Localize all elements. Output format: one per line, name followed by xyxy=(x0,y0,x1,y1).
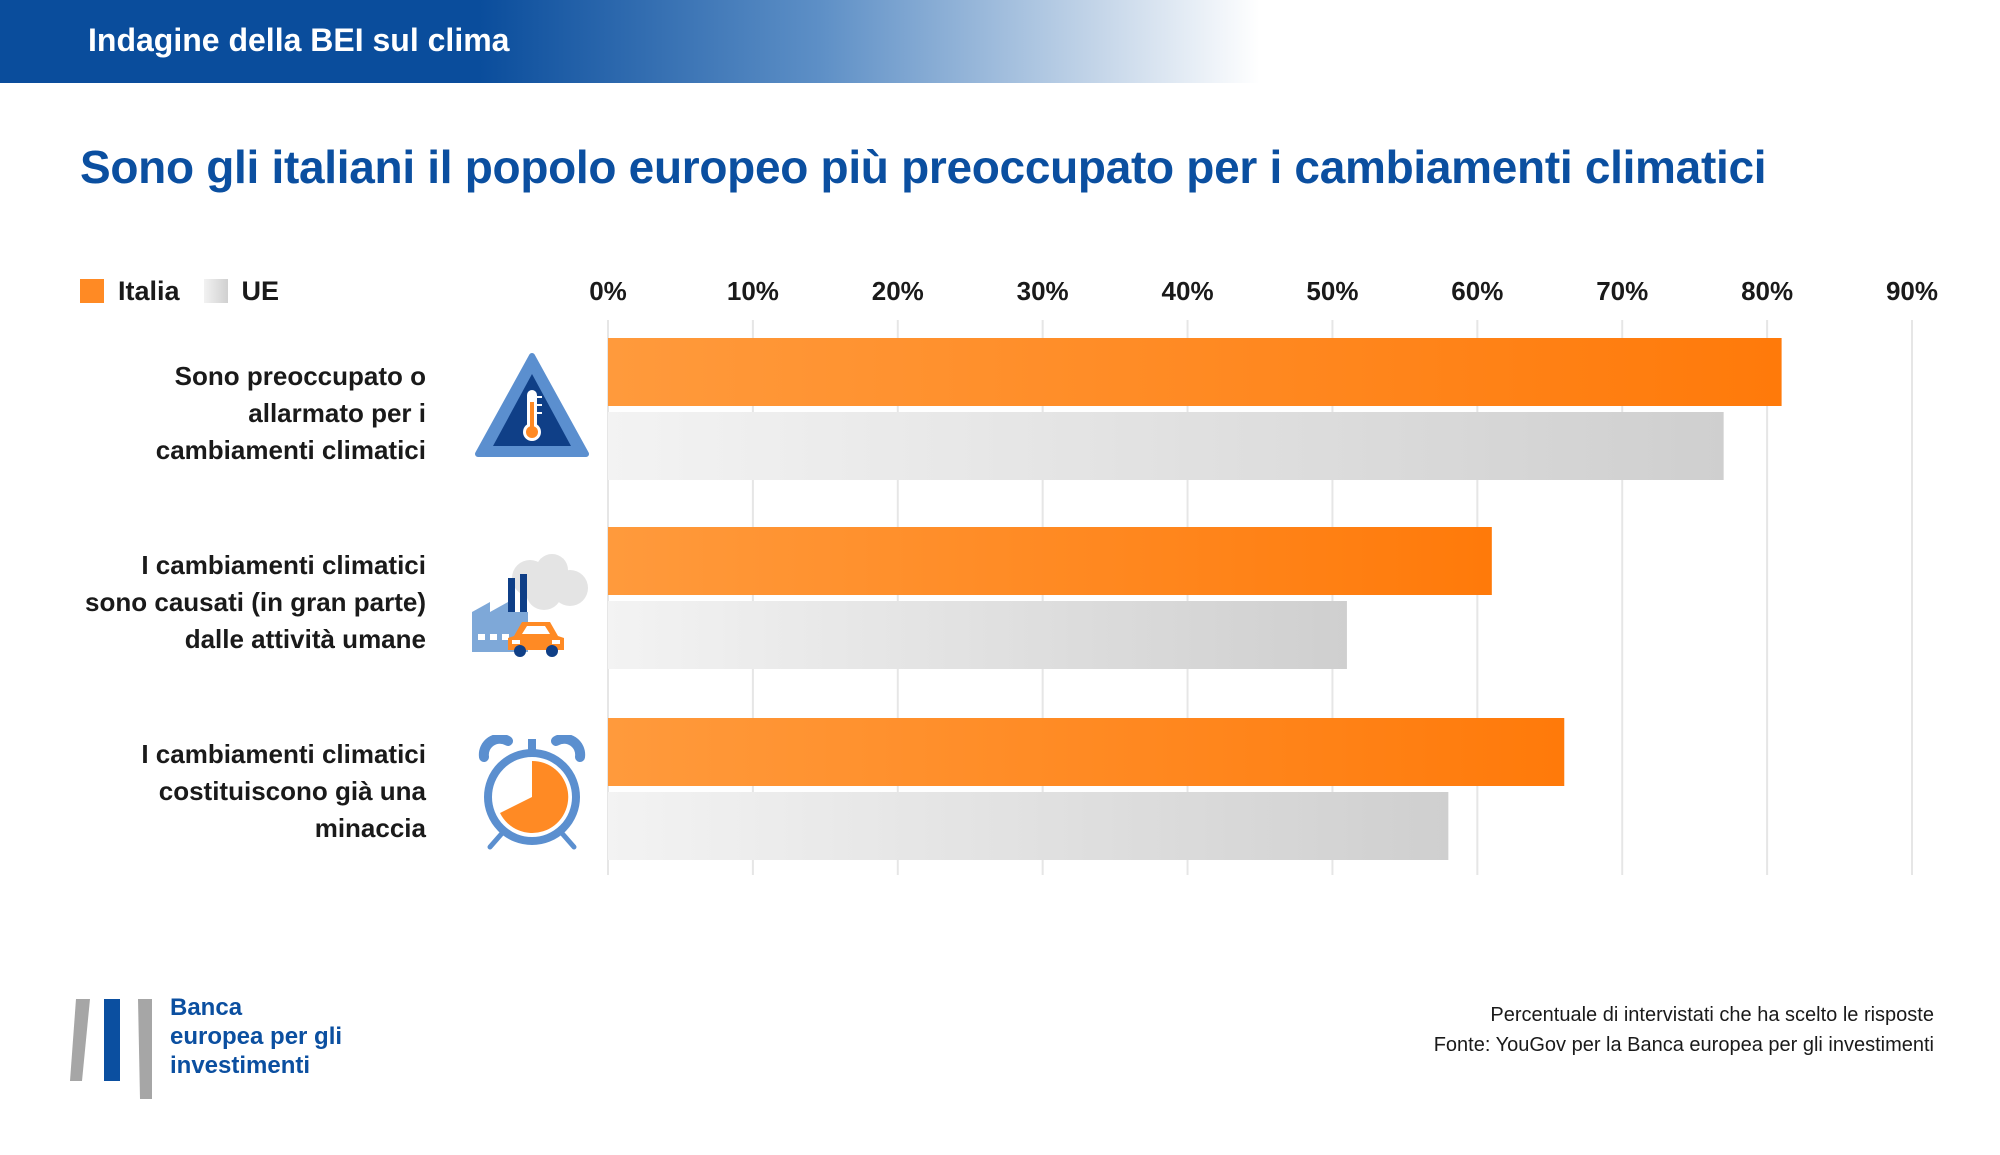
legend-swatch-italia xyxy=(80,279,104,303)
x-tick-label: 50% xyxy=(1306,276,1358,306)
x-tick-label: 80% xyxy=(1741,276,1793,306)
category-line: I cambiamenti climatici xyxy=(141,739,426,769)
logo-line: Banca xyxy=(170,994,243,1021)
header-band xyxy=(0,0,1260,83)
bar-ue-1 xyxy=(608,412,1724,480)
chart-title: Sono gli italiani il popolo europeo più … xyxy=(80,141,1767,193)
category-line: I cambiamenti climatici xyxy=(141,550,426,580)
bar-ue-3 xyxy=(608,792,1449,860)
category-label-2: I cambiamenti climatici sono causati (in… xyxy=(60,547,426,658)
x-tick-label: 30% xyxy=(1017,276,1069,306)
factory-car-icon xyxy=(472,554,588,657)
category-line: dalle attività umane xyxy=(184,624,426,654)
chart-note: Percentuale di intervistati che ha scelt… xyxy=(1490,1004,1934,1026)
legend-swatch-ue xyxy=(203,279,228,303)
x-tick-label: 40% xyxy=(1162,276,1214,306)
x-tick-label: 10% xyxy=(727,276,779,306)
x-tick-label: 60% xyxy=(1451,276,1503,306)
eib-logo-text: Banca europea per gli investimenti xyxy=(170,993,342,1080)
header-title: Indagine della BEI sul clima xyxy=(88,22,510,58)
legend: Italia UE xyxy=(80,275,303,307)
thermometer-warning-icon xyxy=(475,353,589,457)
category-line: sono causati (in gran parte) xyxy=(85,587,426,617)
bar-italia-3 xyxy=(608,718,1565,786)
logo-line: europea per gli xyxy=(170,1023,343,1050)
category-line: Sono preoccupato o xyxy=(174,361,426,391)
eib-logo xyxy=(70,999,152,1099)
x-tick-label: 0% xyxy=(589,276,627,306)
category-label-3: I cambiamenti climatici costituiscono gi… xyxy=(60,736,426,847)
x-tick-label: 20% xyxy=(872,276,924,306)
bar-ue-2 xyxy=(608,601,1347,669)
category-line: cambiamenti climatici xyxy=(155,435,426,465)
bar-italia-2 xyxy=(608,527,1492,595)
chart-source: Fonte: YouGov per la Banca europea per g… xyxy=(1433,1034,1934,1056)
logo-line: investimenti xyxy=(170,1052,311,1079)
legend-label-ue: UE xyxy=(241,275,280,306)
category-line: minaccia xyxy=(314,813,426,843)
alarm-clock-icon xyxy=(478,735,586,850)
legend-label-italia: Italia xyxy=(118,275,180,306)
category-line: costituiscono già una xyxy=(158,776,426,806)
category-line: allarmato per i xyxy=(248,398,426,428)
x-tick-label: 70% xyxy=(1596,276,1648,306)
chart-notes: Percentuale di intervistati che ha scelt… xyxy=(1434,1000,1934,1060)
category-label-1: Sono preoccupato o allarmato per i cambi… xyxy=(60,358,426,469)
x-tick-label: 90% xyxy=(1886,276,1938,306)
bar-italia-1 xyxy=(608,338,1782,406)
